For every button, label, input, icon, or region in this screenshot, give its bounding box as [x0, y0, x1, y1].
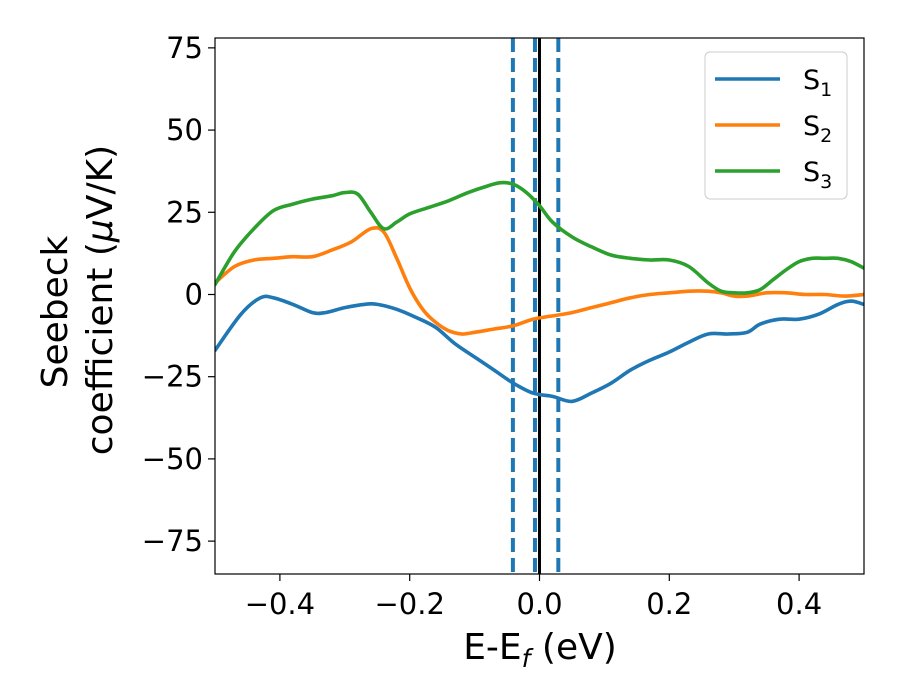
x-tick-label: −0.4 [245, 587, 315, 621]
x-tick-label: 0.2 [646, 587, 692, 621]
y-tick-label: −50 [142, 442, 203, 476]
y-axis-title-line2: coefficient (μV/K) [80, 145, 121, 455]
legend-label-s3: S3 [803, 157, 832, 193]
legend: S1 S2 S3 [704, 51, 848, 200]
x-tick-label: −0.2 [374, 587, 444, 621]
y-axis-title-line1: Seebeck [35, 235, 76, 388]
y-axis-ticks: −75 −50 −25 0 25 50 75 [142, 31, 215, 558]
y-tick-label: 0 [185, 277, 203, 311]
series-line-s3 [215, 180, 864, 295]
y-tick-label: −25 [142, 360, 203, 394]
x-axis-title: E-Ef (eV) [463, 627, 617, 673]
y-tick-label: 75 [166, 31, 203, 65]
data-series [215, 180, 864, 404]
series-line-s1 [215, 294, 864, 404]
legend-label-s2: S2 [803, 111, 832, 147]
y-tick-label: 50 [166, 113, 203, 147]
x-axis-ticks: −0.4 −0.2 0.0 0.2 0.4 [245, 574, 822, 621]
y-tick-label: −75 [142, 524, 203, 558]
legend-label-s1: S1 [803, 65, 832, 101]
series-line-s2 [215, 225, 864, 336]
x-tick-label: 0.0 [516, 587, 562, 621]
y-tick-label: 25 [166, 195, 203, 229]
reference-lines [510, 38, 561, 574]
x-tick-label: 0.4 [776, 587, 822, 621]
